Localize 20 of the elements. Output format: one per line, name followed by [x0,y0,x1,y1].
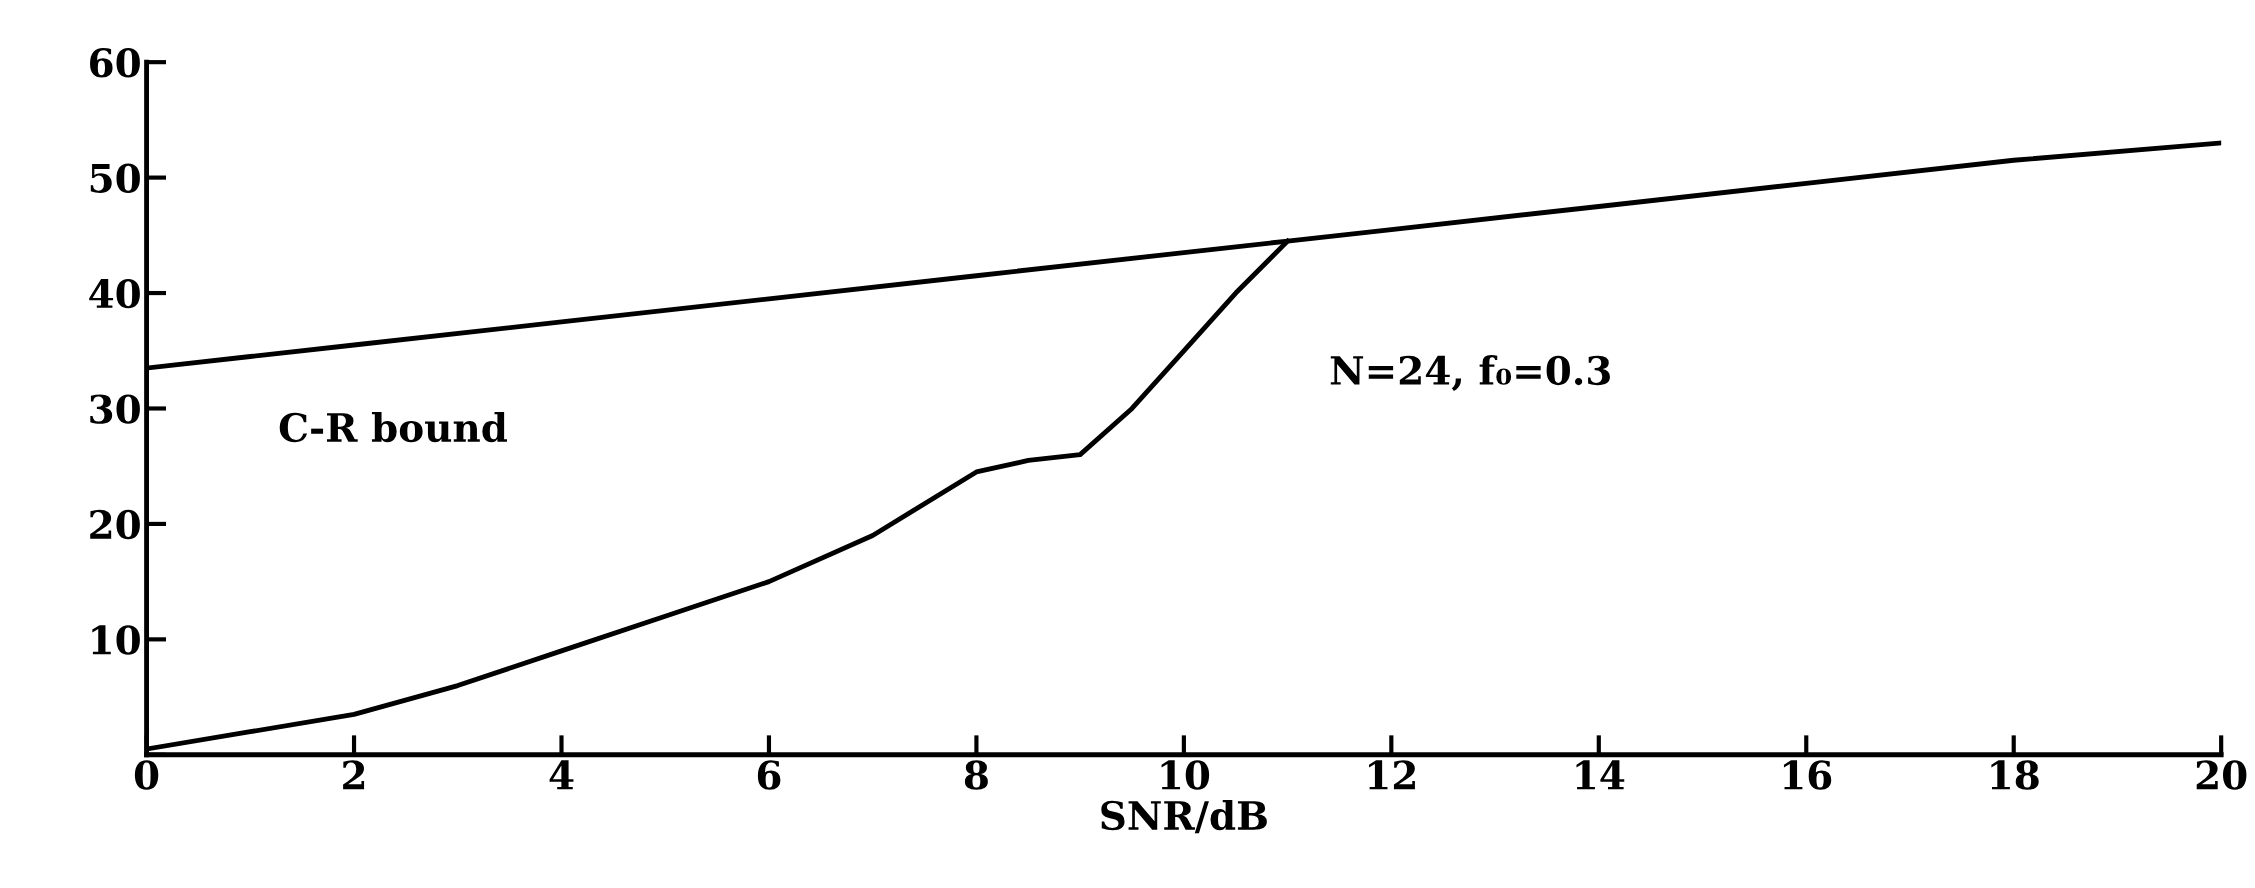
y-tick-label: 60 [90,48,140,78]
y-tick-label: 20 [90,509,140,540]
x-tick-label: 16 [1783,760,1832,790]
x-tick-label: 0 [134,760,159,790]
x-tick-label: 18 [1991,760,2039,790]
x-tick-label: 6 [757,760,781,790]
y-tick-label: 10 [92,625,140,655]
x-tick-label: 10 [1161,760,1210,790]
x-tick-label: 12 [1369,760,1415,790]
annotation: N=24, f₀=0.3 [1330,355,1610,391]
x-axis-title: SNR/dB [1101,800,1267,834]
x-tick-label: 14 [1576,760,1625,790]
y-tick-label: 40 [89,278,140,309]
x-tick-label: 20 [2196,760,2247,790]
y-tick-label: 30 [90,394,140,424]
x-tick-label: 8 [964,760,988,790]
series-label: C-R bound [279,412,507,443]
y-tick-label: 50 [90,163,140,193]
x-tick-label: 4 [549,760,574,790]
x-tick-label: 2 [343,760,365,790]
